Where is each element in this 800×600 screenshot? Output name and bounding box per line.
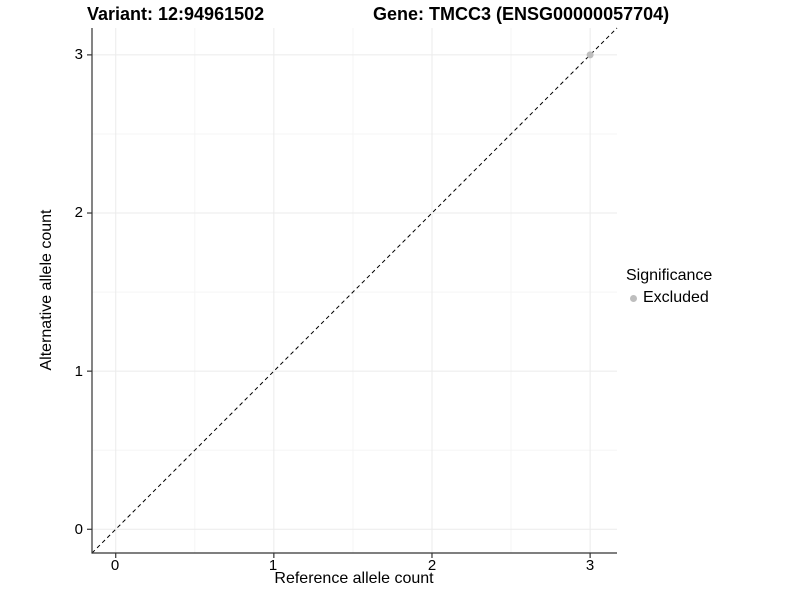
legend: Significance Excluded: [626, 266, 712, 308]
legend-item-excluded: Excluded: [626, 288, 712, 308]
x-tick-label: 1: [268, 557, 278, 574]
y-tick-label: 3: [74, 46, 83, 63]
y-tick-label: 1: [74, 363, 83, 380]
y-axis-label: Alternative allele count: [38, 209, 55, 371]
x-tick-label: 0: [110, 557, 120, 574]
x-tick-label: 2: [427, 557, 437, 574]
plot-title-gene: Gene: TMCC3 (ENSG00000057704): [373, 4, 670, 24]
plot-title-variant: Variant: 12:94961502: [87, 4, 265, 24]
y-tick-label: 2: [74, 204, 83, 221]
x-axis-label: Reference allele count: [274, 570, 434, 587]
x-tick-label: 3: [585, 557, 595, 574]
legend-title: Significance: [626, 267, 713, 284]
y-tick-label: 0: [74, 521, 83, 538]
legend-item-label: Excluded: [643, 289, 709, 306]
legend-point-icon: [630, 294, 637, 302]
